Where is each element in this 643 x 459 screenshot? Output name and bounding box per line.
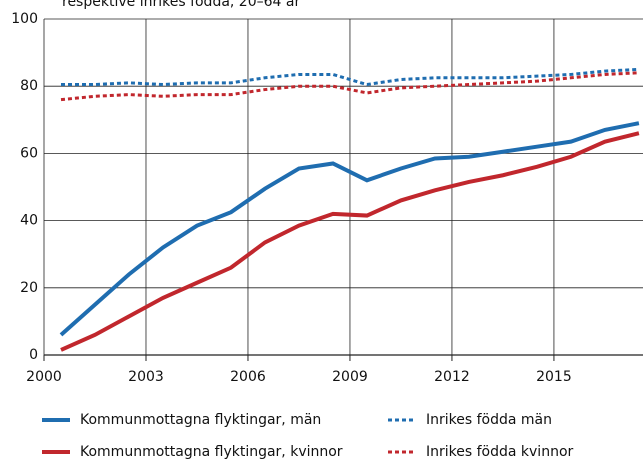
y-tick-label: 60 [20, 145, 38, 161]
series-line [60, 71, 639, 102]
x-tick-label: 2003 [128, 369, 164, 385]
y-tick-label: 20 [20, 280, 38, 296]
series-line [60, 131, 640, 352]
chart-subtitle: respektive inrikes födda, 20–64 år [62, 0, 300, 10]
series-line [60, 67, 639, 87]
y-tick-label: 100 [11, 11, 38, 27]
series-line [59, 121, 640, 337]
x-tick-label: 2000 [26, 369, 62, 385]
legend-label: Inrikes födda kvinnor [426, 444, 574, 459]
x-tick-label: 2015 [536, 369, 572, 385]
y-tick-label: 40 [20, 213, 38, 229]
x-tick-label: 2006 [230, 369, 266, 385]
legend-label: Inrikes födda män [426, 412, 552, 428]
x-tick-label: 2012 [434, 369, 470, 385]
legend-label: Kommunmottagna flyktingar, kvinnor [80, 444, 343, 459]
y-tick-label: 0 [29, 347, 38, 363]
legend-label: Kommunmottagna flyktingar, män [80, 412, 321, 428]
x-tick-label: 2009 [332, 369, 368, 385]
y-tick-label: 80 [20, 78, 38, 94]
